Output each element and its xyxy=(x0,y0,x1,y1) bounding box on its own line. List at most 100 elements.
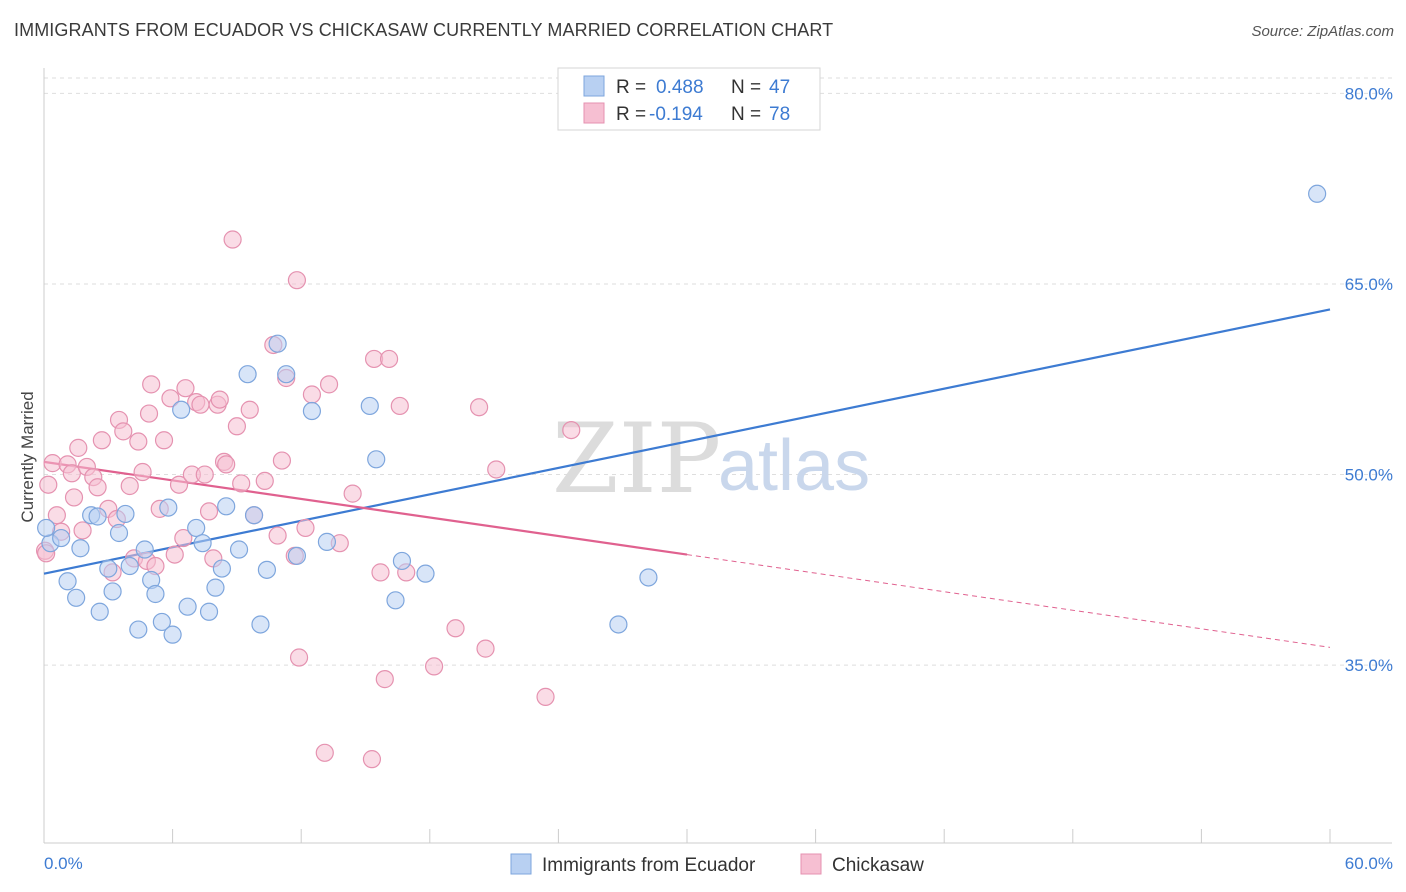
ecuador-point xyxy=(238,365,257,384)
ecuador-point xyxy=(52,528,71,548)
chickasaw-point xyxy=(319,375,339,394)
chickasaw-point xyxy=(92,431,111,450)
ecuador-trend-line xyxy=(43,308,1331,575)
y-tick-label: 35.0% xyxy=(1345,656,1393,675)
chickasaw-trend-line xyxy=(43,460,688,556)
legend-r-value-blue: 0.488 xyxy=(656,77,704,98)
chickasaw-point xyxy=(210,390,229,409)
ecuador-point xyxy=(187,518,206,538)
chickasaw-point xyxy=(165,545,184,564)
chickasaw-point xyxy=(476,639,495,658)
chickasaw-point xyxy=(343,484,362,503)
ecuador-point xyxy=(367,450,386,469)
ecuador-point xyxy=(416,564,435,583)
data-points xyxy=(35,184,1327,769)
chickasaw-point xyxy=(232,474,251,493)
chickasaw-point xyxy=(139,404,159,423)
ecuador-point xyxy=(277,365,296,384)
ecuador-point xyxy=(360,396,379,416)
chickasaw-point xyxy=(39,475,58,494)
ecuador-point xyxy=(88,507,107,526)
chickasaw-point xyxy=(268,526,287,545)
ecuador-point xyxy=(37,518,56,538)
chickasaw-point xyxy=(169,475,189,494)
ecuador-point xyxy=(103,582,122,601)
ecuador-point xyxy=(217,497,236,516)
ecuador-point xyxy=(58,572,77,591)
chickasaw-point xyxy=(375,670,394,689)
ecuador-point xyxy=(302,401,322,421)
ecuador-point xyxy=(109,523,129,543)
legend-r-value-pink: -0.194 xyxy=(649,104,703,125)
chickasaw-point xyxy=(379,349,399,369)
series-legend-label-chickasaw: Chickasaw xyxy=(832,855,924,876)
legend-r-label-blue: R = xyxy=(616,77,646,98)
chickasaw-point xyxy=(446,619,465,638)
chickasaw-point xyxy=(255,471,274,491)
x-tick-label-min: 0.0% xyxy=(44,854,83,873)
ecuador-point xyxy=(244,506,264,525)
chickasaw-point xyxy=(469,398,489,417)
chickasaw-point xyxy=(296,518,315,538)
chickasaw-point xyxy=(536,687,555,706)
ecuador-point xyxy=(90,602,109,621)
chickasaw-point xyxy=(142,375,161,394)
chickasaw-point xyxy=(223,230,242,249)
chickasaw-point xyxy=(73,521,92,540)
ecuador-point xyxy=(172,400,191,419)
ecuador-point xyxy=(178,597,197,616)
chickasaw-point xyxy=(562,420,581,440)
ecuador-point xyxy=(99,559,118,578)
series-legend-label-ecuador: Immigrants from Ecuador xyxy=(542,855,756,876)
ecuador-point xyxy=(71,539,90,558)
ecuador-point xyxy=(152,612,171,632)
ecuador-point xyxy=(317,532,337,551)
chickasaw-point xyxy=(114,422,133,441)
ecuador-point xyxy=(146,584,165,604)
tick-labels: 35.0% 50.0% 65.0% 80.0% 0.0% 60.0% xyxy=(44,84,1393,873)
chickasaw-point xyxy=(287,271,307,290)
series-legend: Immigrants from Ecuador Chickasaw xyxy=(510,853,924,876)
chickasaw-point xyxy=(64,488,84,507)
chickasaw-point xyxy=(289,648,309,667)
ecuador-point xyxy=(392,551,412,571)
axes-layer xyxy=(43,68,1392,844)
chickasaw-point xyxy=(302,385,322,404)
chickasaw-point xyxy=(217,455,236,474)
series-legend-swatch-ecuador xyxy=(510,853,532,875)
ecuador-point xyxy=(193,534,212,553)
chickasaw-point xyxy=(120,476,139,496)
watermark-zip: ZIP xyxy=(552,403,721,515)
chickasaw-point xyxy=(199,502,219,521)
chickasaw-point xyxy=(195,465,214,484)
chickasaw-point xyxy=(487,460,506,479)
stats-legend: R = 0.488 N = 47 R = -0.194 N = 78 xyxy=(557,67,821,131)
ecuador-point xyxy=(609,615,628,634)
y-tick-label: 80.0% xyxy=(1345,84,1393,103)
ecuador-point xyxy=(135,540,154,559)
y-axis-label: Currently Married xyxy=(18,391,37,522)
ecuador-point xyxy=(129,620,148,639)
ecuador-point xyxy=(206,578,225,597)
chickasaw-point xyxy=(315,743,334,762)
y-tick-label: 50.0% xyxy=(1345,466,1393,485)
chickasaw-point xyxy=(174,528,193,548)
ecuador-point xyxy=(229,540,249,559)
legend-n-value-pink: 78 xyxy=(769,104,790,125)
chickasaw-point xyxy=(272,451,292,470)
ecuador-point xyxy=(257,560,277,579)
ecuador-point xyxy=(268,334,287,353)
ecuador-point xyxy=(251,615,270,634)
chickasaw-point xyxy=(390,396,409,416)
chickasaw-point xyxy=(191,395,210,414)
ecuador-point xyxy=(199,602,219,621)
chickasaw-point xyxy=(362,750,382,769)
chickasaw-point xyxy=(154,431,174,450)
ecuador-point xyxy=(159,498,178,517)
ecuador-point xyxy=(212,559,231,578)
legend-n-label-blue: N = xyxy=(731,77,761,98)
watermark: ZIP atlas xyxy=(552,403,870,515)
chickasaw-point xyxy=(161,389,180,408)
ecuador-point xyxy=(1308,184,1327,203)
